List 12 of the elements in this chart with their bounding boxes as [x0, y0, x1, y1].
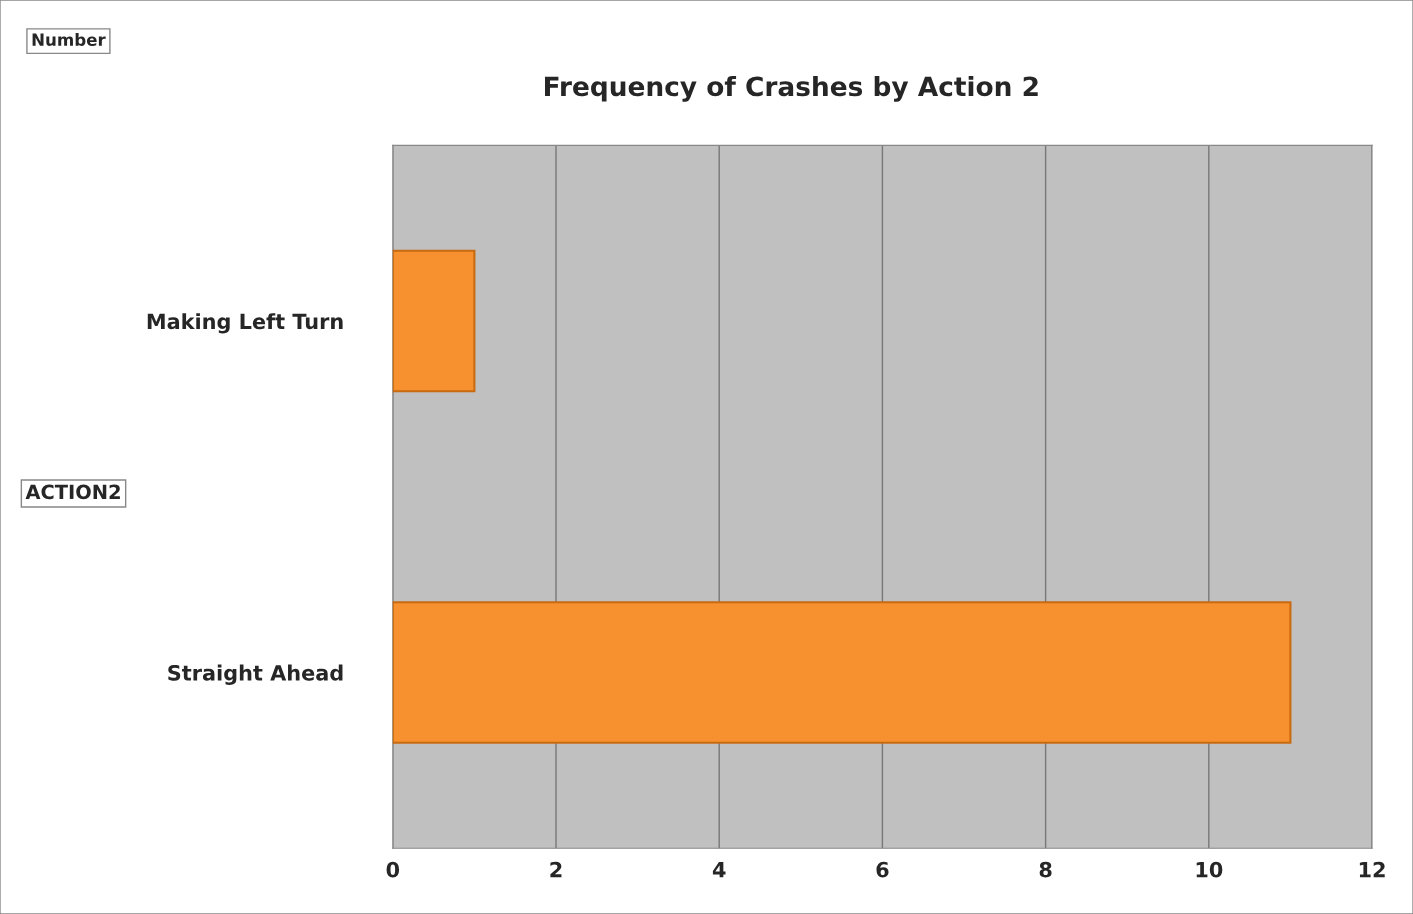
x-tick-label: 8 — [1039, 861, 1052, 878]
x-tick-label: 12 — [1359, 861, 1385, 878]
x-tick-label: 2 — [550, 861, 562, 878]
y-tick-label: Straight Ahead — [168, 664, 343, 685]
text: ACTION2 — [25, 484, 120, 500]
x-tick-label: 0 — [386, 861, 400, 878]
chart-title: Frequency of Crashes by Action 2 — [545, 75, 1038, 102]
x-tick-label: 10 — [1196, 861, 1223, 878]
y-tick-label: Making Left Turn — [147, 313, 343, 334]
text: Number — [32, 33, 106, 46]
x-tick-label: 6 — [876, 861, 889, 878]
x-tick-label: 4 — [712, 862, 726, 878]
